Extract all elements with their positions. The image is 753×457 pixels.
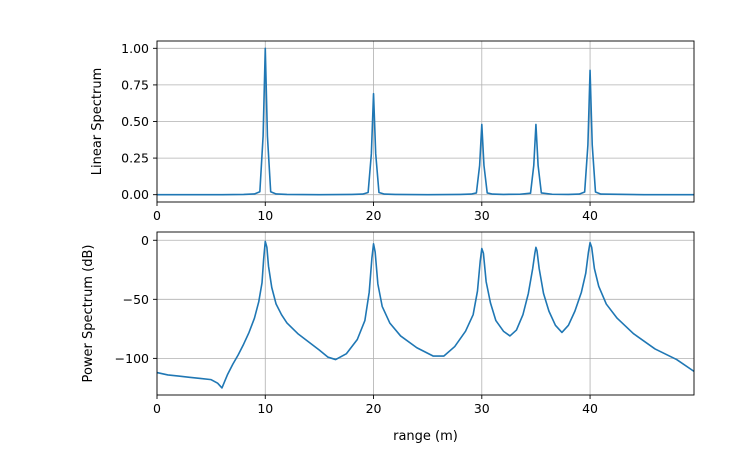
linear-ytick-label: 0.00	[121, 187, 149, 202]
power-axes-frame	[156, 231, 695, 396]
power-spectrum-plot: 0 10 20 30 40 0 −50 −100 Power Spectrum (dB) rang…	[81, 231, 695, 444]
linear-ytick-label: 0.75	[121, 77, 149, 92]
linear-xtick-label: 0	[153, 208, 161, 223]
power-series-line	[156, 240, 695, 389]
power-ytick-label: −50	[123, 292, 149, 307]
linear-xtick-label: 30	[474, 208, 490, 223]
linear-xtick-label: 10	[257, 208, 273, 223]
power-xlabel: range (m)	[393, 429, 458, 444]
power-ylabel: Power Spectrum (dB)	[81, 245, 96, 383]
linear-ylabel: Linear Spectrum	[90, 68, 105, 176]
power-xtick-label: 30	[474, 401, 490, 416]
power-ytick-label: 0	[141, 233, 149, 248]
linear-ytick-label: 0.50	[121, 114, 149, 129]
power-xtick-label: 20	[366, 401, 382, 416]
linear-spectrum-plot: 0 10 20 30 40 0.00 0.25 0.50 0.75 1.00 Linear Spec…	[90, 40, 695, 223]
linear-ytick-label: 1.00	[121, 41, 149, 56]
linear-xtick-label: 40	[582, 208, 598, 223]
linear-xtick-label: 20	[366, 208, 382, 223]
linear-series-line	[157, 47, 694, 196]
power-xtick-label: 10	[257, 401, 273, 416]
power-xtick-label: 40	[582, 401, 598, 416]
linear-ytick-label: 0.25	[121, 151, 149, 166]
power-ytick-label: −100	[115, 351, 149, 366]
power-xtick-label: 0	[153, 401, 161, 416]
